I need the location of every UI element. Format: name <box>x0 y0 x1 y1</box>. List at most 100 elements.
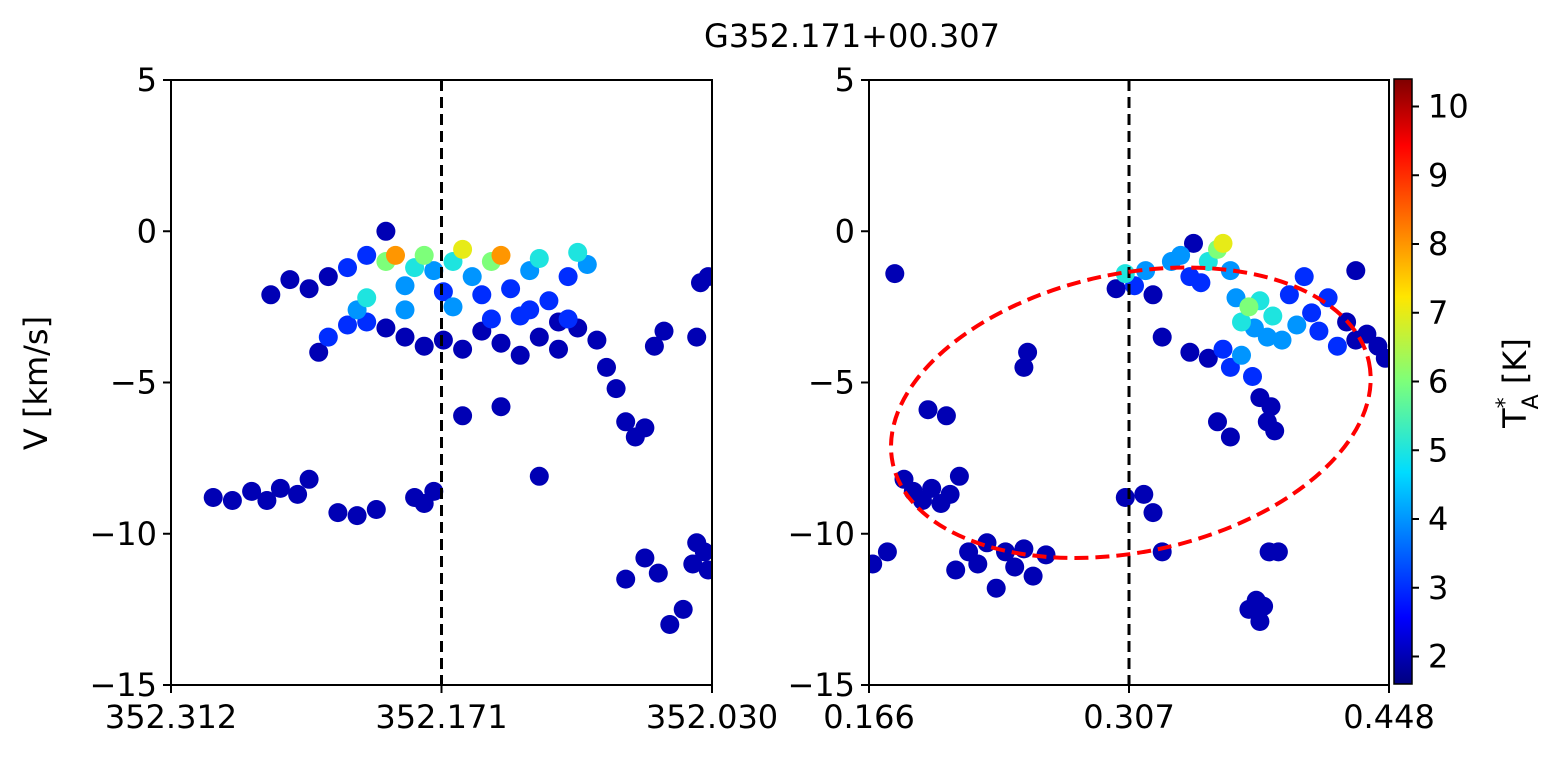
right-scatter-point <box>1261 397 1281 417</box>
left-scatter-point <box>694 542 712 562</box>
right-scatter-point <box>869 554 883 574</box>
colorbar-gradient <box>1393 78 1413 685</box>
colorbar-label: T*A [K] <box>1493 338 1544 429</box>
left-scatter-point <box>616 412 636 432</box>
left-panel: 352.312 352.171 352.030 5 0 −5 −10 −15 V [km/s… <box>17 61 778 736</box>
right-scatter-point <box>1318 288 1338 308</box>
right-scatter-point <box>1152 327 1172 347</box>
left-scatter-point <box>481 309 501 329</box>
left-scatter-point <box>491 245 511 265</box>
left-scatter-point <box>357 245 377 265</box>
left-scatter-point <box>529 327 549 347</box>
right-y-tick-label: 0 <box>835 212 855 250</box>
right-scatter-point <box>1191 273 1211 293</box>
figure-title: G352.171+00.307 <box>704 17 1000 55</box>
right-scatter-point <box>1268 542 1288 562</box>
colorbar-ticks: 2 3 4 5 6 7 8 9 10 <box>1412 88 1469 676</box>
left-scatter-point <box>472 285 492 305</box>
left-scatter-point <box>491 333 511 353</box>
right-scatter-point <box>1287 315 1307 335</box>
left-scatter-point <box>328 503 348 523</box>
right-scatter-point <box>1265 421 1285 441</box>
right-scatter-point <box>1263 306 1283 326</box>
right-panel: 0.166 0.307 0.448 5 0 −5 −10 −15 <box>787 61 1434 736</box>
left-scatter-point <box>558 267 578 287</box>
left-scatter-point <box>318 267 338 287</box>
left-x-tick-label: 352.312 <box>105 698 237 736</box>
right-scatter-point <box>1272 330 1292 350</box>
left-scatter-point <box>453 339 473 359</box>
left-scatter-point <box>462 267 482 287</box>
left-scatter-point <box>597 357 616 377</box>
left-scatter-point <box>491 397 511 417</box>
left-scatter-point <box>635 418 655 438</box>
left-scatter-point <box>347 506 367 526</box>
left-y-tick-label: 5 <box>137 61 157 99</box>
left-scatter-point <box>222 491 242 510</box>
right-scatter-point <box>1014 357 1034 377</box>
left-scatter-point <box>376 221 396 241</box>
colorbar-tick-label: 2 <box>1428 638 1448 676</box>
left-scatter-point <box>318 327 338 347</box>
right-x-tick-label: 0.448 <box>1343 698 1435 736</box>
right-scatter-point <box>1243 367 1262 386</box>
right-scatter-point <box>1220 357 1240 377</box>
left-scatter-point <box>698 560 712 580</box>
left-scatter-point <box>510 345 530 365</box>
left-scatter-point <box>443 297 463 317</box>
left-y-tick-label: −5 <box>110 364 157 402</box>
left-scatter-point <box>683 554 703 574</box>
colorbar-tick-label: 5 <box>1428 431 1448 469</box>
right-x-tick-label: 0.307 <box>1083 698 1175 736</box>
right-scatter-point <box>1220 261 1240 281</box>
left-scatter-point <box>280 270 300 290</box>
right-scatter-point <box>1220 427 1240 447</box>
right-x-ticks: 0.166 0.307 0.448 <box>823 685 1435 736</box>
left-scatter-point <box>501 279 521 299</box>
right-scatter-point <box>1213 233 1233 253</box>
right-scatter-point <box>996 542 1015 562</box>
right-scatter-point <box>1213 339 1233 359</box>
right-scatter-point <box>986 578 1006 598</box>
right-scatter-point <box>1309 321 1329 341</box>
left-scatter-point <box>261 285 281 305</box>
left-scatter-point <box>376 318 396 338</box>
left-scatter-point <box>687 327 707 347</box>
right-scatter-point <box>1250 612 1270 631</box>
right-scatter-point <box>1257 327 1277 347</box>
right-scatter-point <box>1302 303 1322 323</box>
left-scatter-point <box>635 548 655 568</box>
right-scatter-point <box>1134 484 1154 504</box>
left-scatter-point <box>606 379 626 399</box>
colorbar: 2 3 4 5 6 7 8 9 10 T*A [K] <box>1393 78 1544 685</box>
left-scatter-point <box>648 563 668 583</box>
left-scatter-point <box>270 478 290 498</box>
right-scatter-point <box>949 466 969 486</box>
left-scatter-point <box>395 300 415 320</box>
right-scatter-point <box>1239 297 1259 317</box>
right-scatter-points <box>869 233 1389 631</box>
left-scatter-point <box>357 288 377 308</box>
right-scatter-point <box>1294 267 1314 287</box>
right-scatter-point <box>1246 590 1266 610</box>
right-scatter-point <box>1184 233 1203 253</box>
colorbar-tick-label: 4 <box>1428 500 1448 538</box>
right-y-tick-label: −5 <box>808 364 855 402</box>
right-y-tick-label: −10 <box>787 515 855 553</box>
left-scatter-point <box>424 481 444 501</box>
right-scatter-point <box>1171 245 1191 265</box>
left-y-tick-label: 0 <box>137 212 157 250</box>
right-scatter-point <box>1005 557 1025 577</box>
left-scatter-point <box>587 330 607 350</box>
left-scatter-point <box>673 599 693 619</box>
left-scatter-point <box>660 615 680 634</box>
right-scatter-point <box>1106 279 1126 299</box>
right-scatter-point <box>885 264 905 284</box>
right-scatter-point <box>1198 348 1218 368</box>
left-y-axis-label: V [km/s] <box>17 316 55 450</box>
right-scatter-point <box>1327 336 1347 356</box>
right-scatter-point <box>1375 348 1389 368</box>
right-scatter-point <box>922 478 942 498</box>
right-scatter-point <box>918 400 938 420</box>
